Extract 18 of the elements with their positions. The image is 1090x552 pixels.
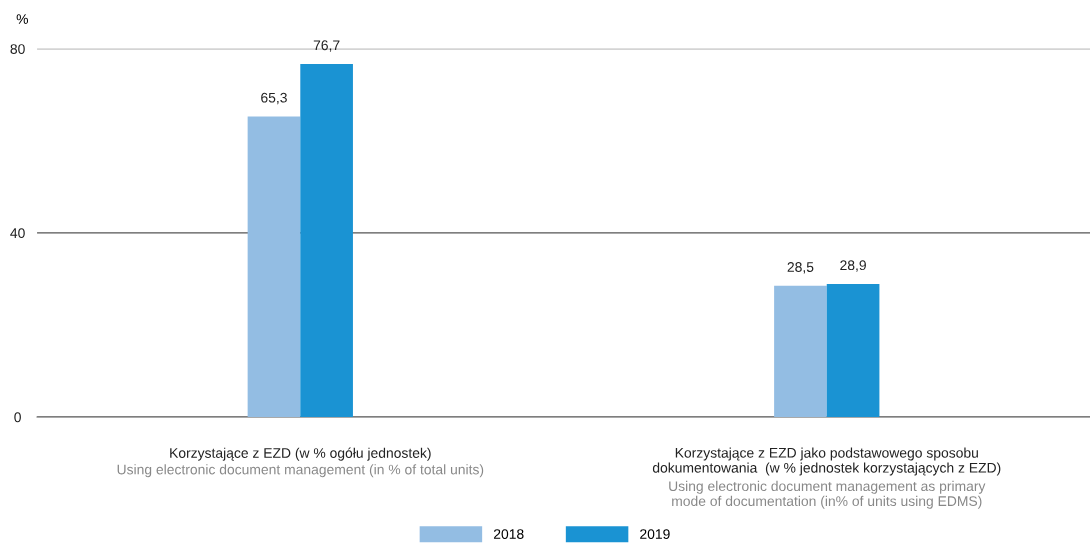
- data-label: 65,3: [261, 92, 287, 105]
- data-label: 76,7: [313, 40, 340, 52]
- x-tick-label: Korzystające z EZD (w % ogółu jednostek): [170, 447, 431, 461]
- bar: [826, 283, 880, 417]
- legend-label: 2018: [493, 529, 524, 539]
- bar: [247, 116, 301, 417]
- y-tick-label: 40: [10, 228, 25, 239]
- data-label: 28,9: [840, 260, 866, 272]
- text: Using electronic document management (in % of total units): [117, 464, 484, 478]
- legend-label: 2019: [640, 529, 670, 539]
- data-label: 28,5: [787, 262, 814, 274]
- bar: [300, 63, 353, 417]
- y-tick-label: 80: [10, 44, 25, 54]
- y-tick-label: 0: [14, 412, 21, 423]
- y-axis-title: %: [16, 14, 28, 24]
- bar: [774, 285, 827, 417]
- x-tick-label: Korzystające z EZD jako podstawowego sposobu dokumentowania (w % jednostek korzystających z EZD): [652, 447, 1001, 476]
- text: Using electronic document management as primary mode of documentation (in% of units using EDMS): [669, 480, 986, 509]
